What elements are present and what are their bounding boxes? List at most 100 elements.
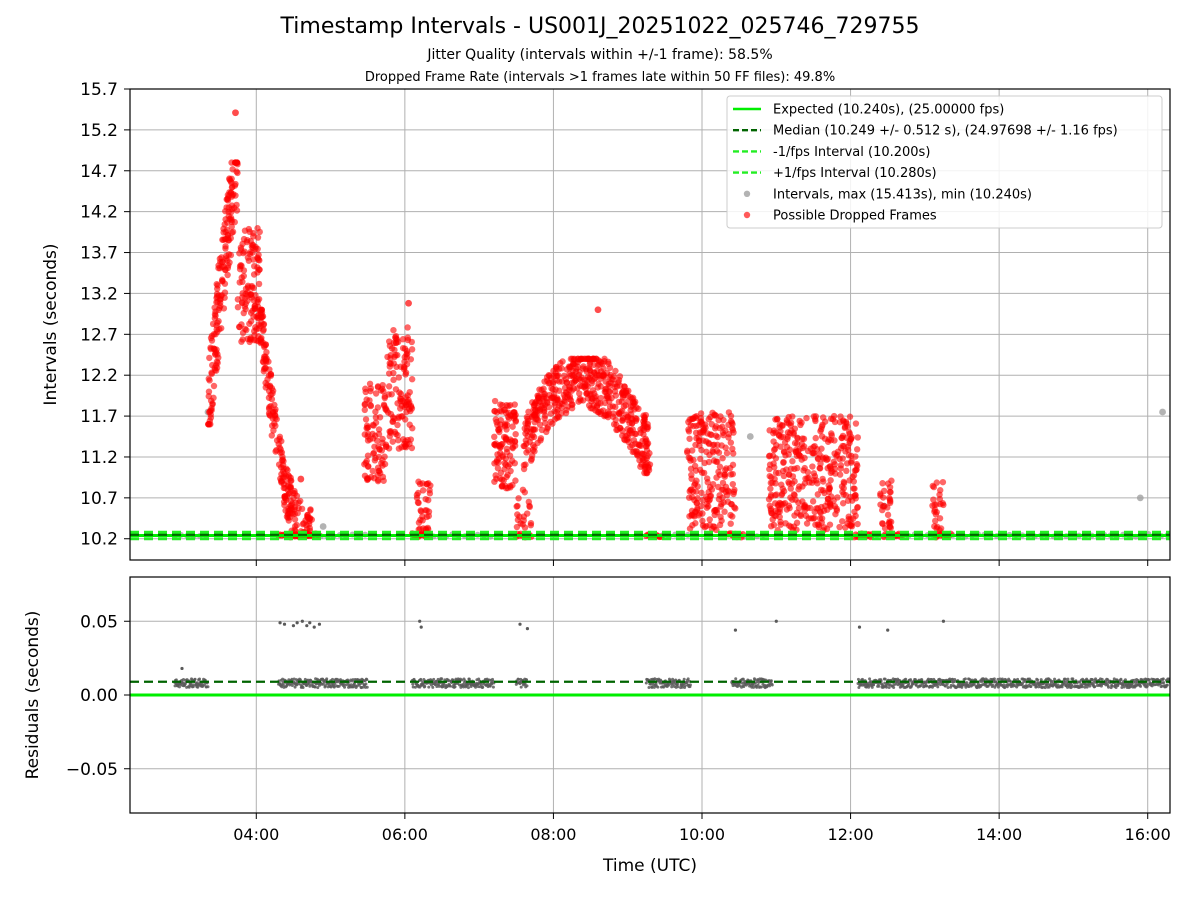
dropped-frame-point: [415, 489, 422, 497]
dropped-frame-point: [933, 508, 940, 516]
dropped-frame-point: [780, 448, 788, 455]
dropped-frame-point: [692, 441, 699, 449]
dropped-frame-point: [541, 406, 548, 414]
dropped-frame-point: [689, 447, 696, 454]
dropped-frame-point: [840, 442, 848, 450]
residual-point: [316, 686, 320, 690]
residual-point: [857, 686, 861, 690]
dropped-frame-point: [375, 467, 383, 475]
dropped-frame-point: [729, 513, 736, 520]
dropped-frame-point: [939, 478, 947, 486]
dropped-frame-point: [240, 249, 247, 257]
residual-point: [446, 678, 450, 682]
dropped-frame-point: [384, 353, 391, 361]
dropped-frame-point: [811, 514, 818, 522]
dropped-frame-point: [684, 447, 691, 455]
residual-point: [365, 685, 369, 689]
top-y-tick-label: 13.7: [80, 244, 118, 264]
dropped-frame-point: [687, 422, 694, 429]
residual-point: [1070, 684, 1074, 688]
dropped-frame-point: [603, 394, 611, 402]
residual-point: [1036, 678, 1040, 682]
dropped-frame-point: [538, 426, 546, 434]
dropped-frame-point: [727, 418, 735, 425]
dropped-frame-point: [778, 491, 785, 499]
dropped-frame-point: [263, 355, 270, 362]
residual-point: [1130, 682, 1134, 686]
dropped-frame-point: [799, 498, 806, 505]
dropped-frame-point: [615, 376, 623, 384]
dropped-frame-point: [369, 467, 376, 475]
dropped-frame-point: [604, 413, 612, 421]
dropped-frame-point: [693, 477, 700, 484]
residual-point: [1162, 681, 1166, 685]
dropped-frame-point: [532, 415, 540, 423]
dropped-frame-point: [272, 448, 279, 455]
dropped-frame-point: [503, 445, 511, 453]
dropped-frame-point: [531, 426, 539, 433]
dropped-frame-point: [491, 397, 499, 405]
dropped-frame-point: [291, 516, 299, 523]
dropped-frame-point: [704, 479, 711, 486]
dropped-frame-point: [242, 305, 249, 313]
dropped-frame-point: [224, 264, 232, 272]
top-frame: [129, 88, 1171, 561]
dropped-frame-point: [229, 192, 236, 199]
dropped-frame-point: [708, 486, 716, 493]
dropped-frame-point: [836, 471, 844, 478]
residual-point: [180, 666, 184, 671]
dropped-frame-point: [210, 382, 218, 390]
dropped-frame-point: [536, 421, 544, 428]
residual-point: [479, 683, 483, 687]
dropped-frame-point: [386, 433, 394, 440]
dropped-frame-point: [566, 386, 573, 394]
dropped-frame-point: [291, 523, 299, 530]
residual-point: [193, 677, 197, 681]
dropped-frame-point: [389, 438, 396, 445]
dropped-frame-point: [222, 243, 229, 250]
residual-point: [1028, 677, 1032, 681]
dropped-frame-point: [711, 411, 718, 418]
dropped-frame-point: [837, 465, 844, 472]
dropped-frame-point: [523, 440, 530, 448]
dropped-frame-point: [568, 379, 576, 386]
dropped-frame-point: [407, 407, 414, 415]
dropped-frame-point: [391, 415, 398, 422]
dropped-frame-point: [206, 354, 213, 362]
residual-point: [1090, 678, 1094, 682]
residual-point: [463, 679, 467, 683]
dropped-frame-point: [690, 512, 697, 519]
dropped-frame-point: [509, 423, 516, 430]
residual-point: [686, 677, 690, 681]
residual-point: [301, 686, 305, 690]
dropped-frame-point: [402, 394, 410, 401]
dropped-frame-point: [542, 412, 549, 419]
residual-point: [996, 677, 1000, 681]
dropped-frame-point: [580, 355, 588, 363]
dropped-frame-point: [363, 475, 371, 482]
dropped-frame-point: [558, 404, 566, 411]
dropped-frame-point: [494, 465, 502, 472]
dropped-frame-point: [552, 364, 560, 371]
dropped-frame-point: [783, 416, 791, 424]
dropped-frame-point: [394, 351, 401, 359]
dropped-frame-point: [228, 223, 235, 230]
residual-point: [1071, 677, 1075, 681]
residual-point: [680, 685, 684, 689]
dropped-frame-point: [828, 432, 835, 439]
dropped-frame-point: [586, 361, 594, 368]
dropped-frame-point: [832, 510, 839, 518]
top-y-tick-label: 11.2: [80, 448, 118, 468]
dropped-frame-point: [613, 426, 620, 434]
dropped-frame-point: [803, 414, 810, 422]
residual-point: [206, 685, 210, 689]
dropped-frame-point: [525, 447, 532, 454]
dropped-frame-point: [240, 272, 247, 280]
residual-point: [967, 685, 971, 689]
dropped-frame-point: [297, 475, 305, 483]
dropped-frame-point: [213, 358, 221, 365]
dropped-frame-point: [853, 446, 861, 453]
dropped-frame-point: [502, 420, 509, 427]
dropped-frame-point: [627, 427, 634, 434]
dropped-frame-point: [826, 463, 833, 470]
